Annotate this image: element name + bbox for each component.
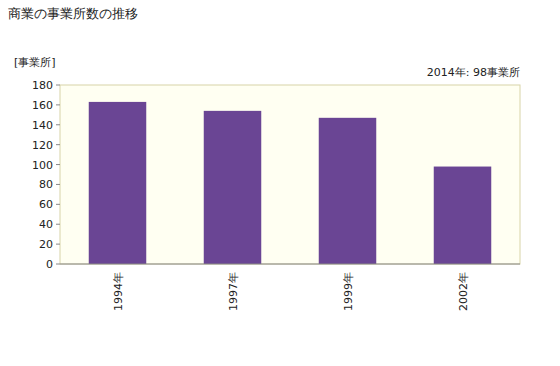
x-tick-label: 1999年 [342, 272, 355, 311]
bar [319, 118, 377, 264]
y-tick [56, 184, 60, 185]
y-tick-label: 0 [46, 258, 53, 271]
y-tick-label: 160 [32, 99, 53, 112]
y-tick-label: 120 [32, 139, 53, 152]
plot-area [60, 85, 520, 264]
y-tick [56, 164, 60, 165]
bar [434, 167, 492, 264]
y-tick [56, 264, 60, 265]
y-tick [56, 124, 60, 125]
x-tick-label: 2002年 [457, 272, 470, 311]
y-tick-label: 180 [32, 79, 53, 92]
y-tick [56, 104, 60, 105]
y-tick [56, 144, 60, 145]
y-label: [事業所] [14, 56, 56, 69]
y-tick [56, 224, 60, 225]
y-tick-label: 140 [32, 119, 53, 132]
bar [204, 111, 262, 264]
x-tick-label: 1997年 [227, 272, 240, 311]
y-tick [56, 244, 60, 245]
title: 商業の事業所数の推移 [8, 6, 138, 21]
y-tick-label: 20 [39, 238, 53, 251]
y-tick-label: 80 [39, 178, 53, 191]
annotation: 2014年: 98事業所 [427, 66, 520, 79]
x-axis [60, 264, 520, 265]
y-tick-label: 40 [39, 218, 53, 231]
x-tick-label: 1994年 [112, 272, 125, 311]
y-tick [56, 85, 60, 86]
y-tick [56, 204, 60, 205]
y-tick-label: 100 [32, 159, 53, 172]
bar [89, 102, 147, 264]
bars [89, 102, 492, 264]
y-tick-label: 60 [39, 198, 53, 211]
